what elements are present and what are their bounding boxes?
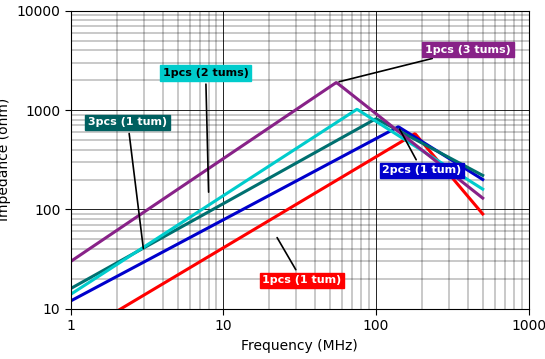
Y-axis label: Impedance (ohm): Impedance (ohm): [0, 98, 11, 222]
Text: 3pcs (1 tum): 3pcs (1 tum): [88, 117, 167, 248]
Text: 1pcs (1 tum): 1pcs (1 tum): [262, 238, 342, 285]
X-axis label: Frequency (MHz): Frequency (MHz): [241, 339, 358, 353]
Text: 2pcs (1 tum): 2pcs (1 tum): [383, 129, 462, 176]
Text: 1pcs (3 tums): 1pcs (3 tums): [339, 45, 511, 82]
Text: 1pcs (2 tums): 1pcs (2 tums): [163, 68, 249, 192]
